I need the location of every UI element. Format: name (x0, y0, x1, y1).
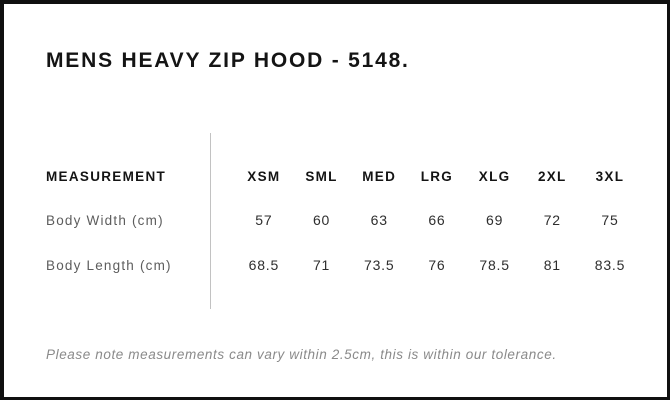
size-column-header-2xl: 2XL (537, 168, 567, 184)
size-column-header-xlg: XLG (478, 168, 511, 184)
body-width-value-xlg: 69 (486, 212, 504, 228)
measurement-column-header: MEASUREMENT (46, 168, 167, 184)
size-column-header-sml: SML (305, 168, 338, 184)
body-width-value-lrg: 66 (428, 212, 446, 228)
body-width-value-xsm: 57 (255, 212, 273, 228)
body-length-value-xlg: 78.5 (479, 257, 510, 273)
body-length-value-3xl: 83.5 (594, 257, 626, 273)
tolerance-note: Please note measurements can vary within… (46, 347, 557, 362)
table-header-row: MEASUREMENT XSM SML MED LRG XLG 2XL 3XL (46, 162, 644, 190)
body-length-value-xsm: 68.5 (248, 257, 280, 273)
page-title: MENS HEAVY ZIP HOOD - 5148. (46, 49, 410, 72)
body-length-value-lrg: 76 (428, 257, 446, 273)
body-width-value-med: 63 (370, 212, 388, 228)
body-width-value-3xl: 75 (601, 212, 619, 228)
body-width-value-2xl: 72 (543, 212, 561, 228)
body-width-value-sml: 60 (312, 212, 331, 228)
table-row-body-width: Body Width (cm) 57 60 63 66 69 72 75 (46, 206, 644, 234)
size-column-header-xsm: XSM (247, 168, 281, 184)
body-length-value-2xl: 81 (543, 257, 561, 273)
table-divider (210, 133, 211, 309)
body-length-value-med: 73.5 (363, 257, 395, 273)
table-row-body-length: Body Length (cm) 68.5 71 73.5 76 78.5 81… (46, 251, 644, 279)
size-column-header-med: MED (362, 168, 397, 184)
size-column-header-lrg: LRG (420, 168, 454, 184)
row-label-body-length: Body Length (cm) (46, 257, 172, 273)
size-column-header-3xl: 3XL (595, 168, 625, 184)
body-length-value-sml: 71 (312, 257, 331, 273)
row-label-body-width: Body Width (cm) (46, 212, 164, 228)
